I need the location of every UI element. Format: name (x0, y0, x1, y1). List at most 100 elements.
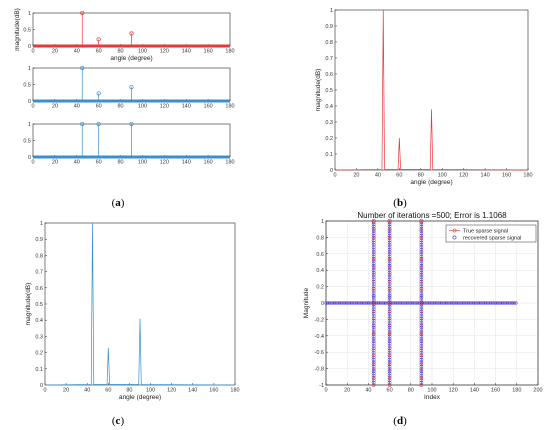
x-tick-label: 160 (502, 173, 511, 179)
x-tick-label: 40 (74, 104, 80, 110)
x-tick-label: 180 (512, 388, 521, 394)
true-point (419, 220, 424, 225)
y-tick-label: 0.3 (325, 120, 333, 126)
y-tick-label: 0 (321, 301, 324, 307)
y-axis-label: magnitude(dB) (25, 283, 32, 326)
panel-letter-d: d (397, 415, 403, 427)
x-tick-label: 80 (117, 49, 123, 55)
y-tick-label: 0.4 (35, 318, 43, 324)
x-tick-label: 0 (43, 388, 46, 394)
recovered-point (449, 301, 454, 305)
y-tick-label: 0.5 (325, 88, 333, 94)
stem-marker (80, 10, 85, 16)
subplot-a-3: 0 20 40 60 80 100 120 140 160 180 0 0.5 1 (23, 121, 235, 166)
x-tick-label: 60 (387, 388, 393, 394)
true-point (371, 316, 376, 321)
recovered-point (458, 301, 462, 305)
x-tick-label: 80 (408, 388, 414, 394)
true-point (419, 272, 424, 277)
true-point (419, 368, 424, 372)
stem-marker (80, 121, 85, 127)
true-point (419, 228, 424, 232)
y-tick-label: 0.2 (325, 136, 333, 142)
recovered-point (326, 301, 330, 305)
recovered-point (354, 301, 359, 305)
recovered-point (358, 301, 362, 305)
true-point (387, 302, 392, 306)
panel-d: 0 20 40 60 80 100 120 140 160 180 200 -1 -0.8 -0.6 -0.… (303, 211, 543, 401)
y-tick-label: 0.7 (35, 270, 43, 276)
recovered-point (327, 301, 332, 305)
true-point (387, 279, 392, 284)
recovered-point (337, 301, 342, 305)
recovered-point (376, 301, 381, 305)
recovered-point (415, 301, 420, 305)
y-tick-label: 0.5 (23, 28, 31, 34)
recovered-point (432, 301, 437, 305)
y-tick-label: 0.1 (325, 152, 333, 158)
recovered-point (493, 301, 498, 305)
recovered-point (392, 301, 396, 305)
true-point (387, 383, 392, 387)
recovered-point (331, 301, 335, 305)
true-point (387, 375, 392, 380)
recovered-point (407, 301, 411, 305)
recovered-point (339, 301, 343, 305)
true-point (387, 338, 392, 343)
recovered-point (485, 301, 489, 305)
true-point (387, 324, 392, 328)
x-tick-label: 180 (225, 160, 234, 166)
y-tick-label: 0.8 (35, 253, 43, 259)
recovered-point (409, 301, 413, 305)
true-point (371, 220, 376, 225)
x-tick-label: 80 (418, 173, 424, 179)
true-point (371, 338, 376, 343)
recovered-point (468, 301, 472, 305)
recovered-point (487, 301, 491, 305)
panel-label-b: (b) (393, 197, 407, 209)
true-point (371, 383, 376, 387)
recovered-point (429, 301, 433, 305)
panel-letter-a: a (115, 197, 121, 209)
x-tick-label: 40 (375, 173, 381, 179)
true-point (419, 375, 424, 380)
x-tick-label: 100 (146, 388, 155, 394)
true-point (419, 279, 424, 284)
recovered-point (351, 301, 355, 305)
panel-c: 0 20 40 60 80 100 120 140 160 180 0 0.1 0.2 0.3 0.4 0.5… (25, 221, 240, 401)
plot-area (334, 9, 529, 171)
true-point (419, 309, 424, 313)
true-point (387, 272, 392, 277)
x-tick-label: 200 (533, 388, 542, 394)
recovered-point (346, 301, 350, 305)
y-tick-label: 0.4 (316, 268, 324, 274)
recovered-point (490, 301, 494, 305)
recovered-point (361, 301, 365, 305)
panel-b: 0 20 40 60 80 100 120 140 160 180 0 0.1 0.2 0.3 0.4 0.5… (315, 8, 533, 186)
y-axis-label: magnitude(dB) (14, 8, 21, 51)
true-point (387, 257, 392, 262)
recovered-point (404, 301, 408, 305)
recovered-point (500, 301, 505, 305)
true-point (371, 279, 376, 284)
recovered-point (378, 301, 382, 305)
y-tick-label: 0.2 (35, 351, 43, 357)
x-tick-label: 160 (209, 388, 218, 394)
y-axis-label: magnitude(dB) (315, 69, 322, 112)
y-tick-label: 1 (28, 122, 31, 128)
x-axis-label: angle (degree) (110, 55, 152, 62)
y-tick-label: 0.8 (316, 235, 324, 241)
x-axis-label: angle (degree) (410, 179, 452, 186)
x-tick-label: 160 (204, 104, 213, 110)
y-tick-label: 0 (28, 155, 31, 161)
recovered-point (456, 301, 460, 305)
x-tick-label: 20 (52, 104, 58, 110)
x-tick-label: 180 (230, 388, 239, 394)
true-point (371, 346, 376, 350)
true-point (371, 272, 376, 277)
panel-letter-b: b (397, 197, 403, 209)
y-tick-label: 0.8 (325, 40, 333, 46)
recovered-point (405, 301, 410, 305)
recovered-point (398, 301, 403, 305)
